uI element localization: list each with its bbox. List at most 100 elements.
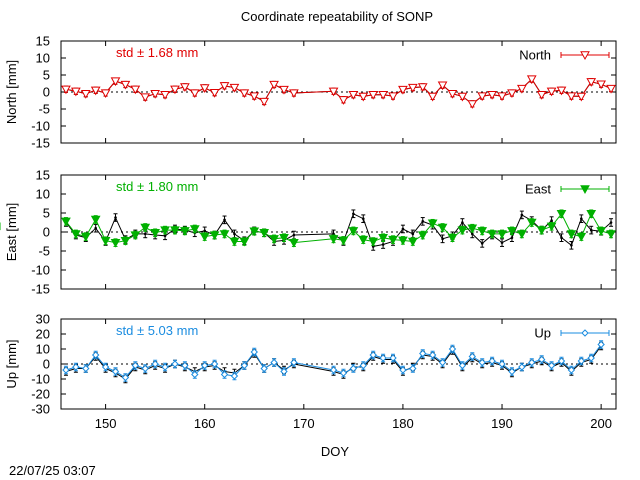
- north-point: [120, 80, 131, 90]
- up-point: [131, 361, 140, 370]
- north-point: [180, 83, 190, 92]
- up-point: [181, 361, 189, 370]
- east-point: [507, 227, 517, 236]
- east-comparison-point: [500, 241, 504, 244]
- east-point: [180, 227, 190, 236]
- east-point: [249, 227, 260, 237]
- east-point: [209, 231, 220, 241]
- up-point: [290, 358, 298, 367]
- east-point: [328, 235, 339, 244]
- east-y-tick-label: 5: [43, 206, 50, 221]
- east-comparison-point: [510, 236, 514, 239]
- north-point: [516, 84, 527, 94]
- north-point: [417, 83, 428, 92]
- north-legend-marker: [580, 51, 590, 61]
- east-comparison-point: [401, 227, 405, 231]
- east-comparison-point: [589, 228, 593, 232]
- up-point: [161, 363, 169, 371]
- up-point: [458, 361, 467, 370]
- east-point: [120, 237, 131, 246]
- east-comparison-point: [143, 232, 147, 236]
- north-y-tick-label: -5: [38, 102, 50, 117]
- east-point: [477, 227, 488, 236]
- east-point: [467, 224, 478, 234]
- up-point: [389, 354, 397, 362]
- east-point: [497, 230, 507, 239]
- east-comparison-point: [163, 234, 167, 238]
- north-point: [507, 89, 517, 99]
- east-point: [269, 235, 279, 244]
- east-point: [219, 230, 230, 239]
- east-point: [160, 226, 170, 236]
- east-comparison-point: [114, 216, 117, 219]
- up-point: [547, 361, 556, 370]
- up-point: [428, 351, 437, 359]
- north-point: [407, 83, 418, 93]
- up-point: [478, 358, 486, 367]
- up-point: [587, 354, 595, 362]
- east-point: [338, 236, 349, 246]
- east-point: [596, 227, 606, 236]
- up-y-tick-label: 0: [43, 357, 50, 372]
- east-comparison-point: [203, 229, 207, 233]
- east-point: [71, 230, 81, 239]
- east-y-tick-label: 15: [36, 168, 50, 183]
- north-y-tick-label: -10: [31, 119, 50, 134]
- east-comparison-point: [560, 236, 563, 239]
- up-point: [379, 354, 387, 362]
- east-comparison-point: [441, 237, 444, 241]
- east-point: [536, 226, 547, 236]
- north-y-tick-label: -15: [31, 136, 50, 151]
- north-point: [239, 89, 250, 99]
- north-point: [358, 92, 369, 102]
- east-std-label: std ± 1.80 mm: [116, 179, 198, 194]
- north-point: [249, 92, 260, 102]
- up-point: [220, 370, 229, 379]
- north-point: [259, 97, 270, 107]
- up-point: [597, 340, 605, 349]
- up-point: [577, 357, 586, 365]
- up-point: [171, 360, 179, 368]
- up-y-tick-label: 10: [36, 342, 50, 357]
- north-point: [209, 88, 220, 98]
- up-point: [528, 358, 536, 367]
- up-point: [240, 361, 249, 370]
- up-point: [359, 361, 367, 370]
- north-point: [130, 85, 141, 95]
- up-point: [508, 367, 516, 376]
- up-point: [419, 349, 427, 358]
- east-point: [556, 210, 567, 219]
- up-point: [468, 352, 477, 361]
- north-point: [497, 92, 507, 102]
- up-y-tick-label: 20: [36, 327, 50, 342]
- east-comparison-point: [292, 233, 296, 237]
- north-point: [576, 92, 587, 102]
- east-point: [110, 238, 121, 248]
- up-series-line: [65, 344, 602, 379]
- up-point: [339, 369, 348, 377]
- up-point: [448, 345, 457, 353]
- up-point: [488, 357, 496, 365]
- up-point: [329, 366, 338, 374]
- up-point: [567, 366, 576, 374]
- north-point: [457, 92, 468, 102]
- north-point: [199, 84, 210, 93]
- north-point: [140, 93, 151, 103]
- north-legend-label: North: [519, 48, 551, 63]
- east-point: [447, 234, 458, 243]
- east-legend-marker: [580, 185, 590, 195]
- up-point: [270, 358, 278, 367]
- east-point: [586, 210, 597, 219]
- x-axis-label: DOY: [321, 444, 350, 459]
- north-point: [80, 90, 91, 99]
- north-point: [586, 78, 597, 87]
- up-y-axis-label: Up [mm]: [4, 339, 19, 388]
- north-point: [279, 85, 289, 95]
- north-point: [378, 91, 388, 100]
- up-point: [82, 364, 90, 373]
- up-point: [111, 367, 120, 376]
- north-panel: -15 -10 -5 0 5 10 15 North [mm] std ± 1.68 mm Nor…: [4, 34, 617, 151]
- north-point: [150, 90, 161, 99]
- east-point: [358, 235, 369, 245]
